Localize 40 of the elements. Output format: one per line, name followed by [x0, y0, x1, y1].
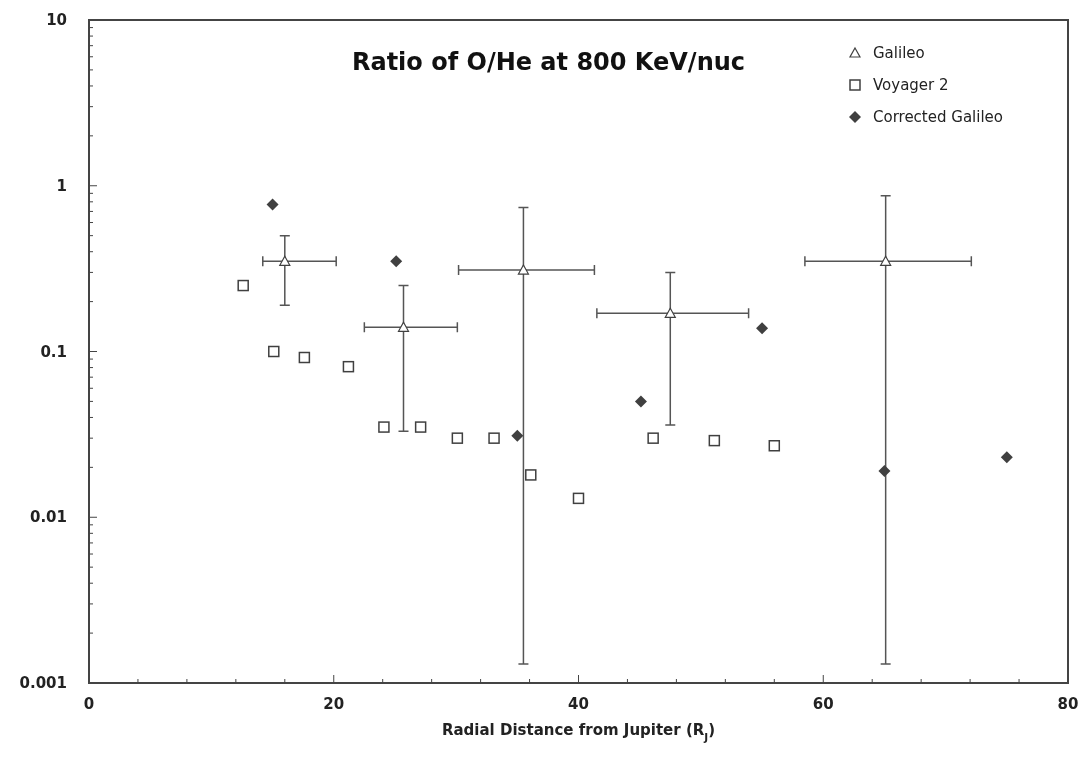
point: [517, 264, 530, 275]
point: [878, 465, 891, 478]
point: [298, 351, 311, 364]
x-tick-label: 80: [1057, 695, 1079, 713]
point: [1000, 451, 1013, 464]
x-axis-title: Radial Distance from Jupiter (R$_{J}$): [441, 721, 716, 743]
point: [647, 432, 659, 444]
point: [880, 255, 892, 266]
point: [664, 307, 676, 318]
point: [237, 279, 249, 292]
point: [634, 395, 647, 408]
point: [488, 432, 500, 444]
point: [378, 421, 390, 433]
point: [451, 432, 464, 444]
point: [511, 429, 524, 442]
y-tick-label: 0.001: [19, 674, 67, 692]
y-tick-label: 10: [46, 11, 67, 29]
legend-label: Galileo: [873, 44, 925, 62]
point: [525, 469, 537, 481]
point: [572, 492, 585, 505]
y-tick-label: 0.1: [40, 342, 67, 361]
text: Ratio of O/He at 800 KeV/nuc: [351, 48, 746, 76]
point: [268, 345, 280, 358]
legend-label: Voyager 2: [873, 76, 949, 94]
legend-label: Corrected Galileo: [873, 108, 1003, 126]
x-tick-label: 40: [568, 695, 589, 713]
point: [708, 434, 721, 447]
y-tick-label: 0.01: [29, 508, 67, 527]
y-tick-label: 1: [56, 176, 67, 195]
point: [266, 198, 279, 211]
point: [397, 321, 410, 332]
point: [768, 440, 781, 452]
point: [342, 360, 355, 373]
x-tick-label: 0: [83, 695, 95, 713]
x-tick-label: 60: [812, 695, 834, 713]
point: [279, 255, 291, 266]
x-tick-label: 20: [323, 695, 345, 713]
point: [390, 255, 403, 268]
point: [756, 322, 769, 335]
point: [414, 421, 427, 433]
